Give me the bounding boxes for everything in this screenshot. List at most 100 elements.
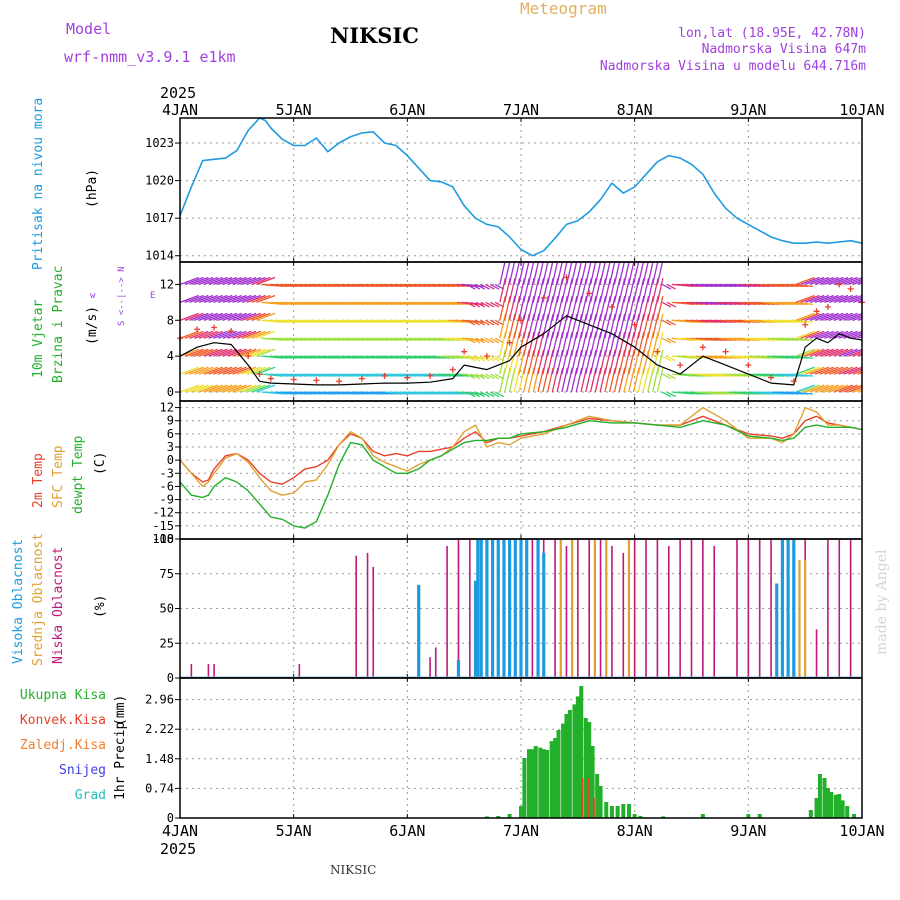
- gust-point: [836, 281, 843, 288]
- wind-barb: [642, 367, 650, 393]
- wind-barb: [824, 294, 844, 303]
- wind-barb: [499, 278, 506, 303]
- wind-barb: [585, 331, 592, 357]
- cloud-ylabel-low: Niska Oblacnost: [51, 547, 66, 664]
- wind-barb: [232, 276, 252, 286]
- x-label-top: 6JAN: [389, 101, 425, 119]
- wind-barb: [609, 367, 616, 393]
- y-tick-label: 0: [167, 671, 174, 685]
- wind-barb: [805, 384, 825, 393]
- wind-barb: [551, 262, 559, 285]
- wind-barb: [518, 262, 525, 285]
- wind-barb: [213, 384, 233, 393]
- x-label-bottom: 9JAN: [730, 822, 766, 840]
- wind-barb: [246, 384, 266, 393]
- wind-barb: [470, 283, 481, 290]
- wind-barb: [251, 384, 271, 393]
- wind-barb: [594, 313, 602, 339]
- wind-barb: [475, 283, 485, 290]
- wind-barb: [585, 367, 592, 393]
- wind-barb: [561, 367, 569, 393]
- precip-bar: [829, 792, 834, 818]
- wind-barb: [570, 278, 578, 303]
- wind-barb: [575, 313, 583, 339]
- wind-barb: [637, 278, 645, 303]
- precip-bar: [556, 730, 561, 818]
- precip-bar: [484, 816, 489, 818]
- precip-bar: [840, 800, 845, 818]
- wind-barb: [546, 367, 554, 393]
- y-tick-label: 3: [167, 440, 174, 454]
- wind-barb: [848, 278, 862, 286]
- wind-barb: [589, 367, 597, 393]
- wind-barb: [642, 262, 649, 285]
- wind-barb: [184, 276, 204, 286]
- wind-barb: [580, 296, 588, 321]
- wind-barb: [485, 373, 495, 380]
- wind-barb: [189, 348, 209, 357]
- wind-barb: [232, 348, 252, 357]
- wind-barb: [542, 331, 549, 357]
- wind-barb: [256, 330, 276, 339]
- wind-barb: [599, 349, 607, 375]
- wind-barb: [470, 373, 481, 380]
- wind-barb: [203, 384, 223, 393]
- wind-barb: [499, 367, 506, 393]
- wind-barb: [857, 318, 862, 321]
- gust-point: [313, 377, 320, 384]
- wind-barb: [532, 331, 540, 357]
- wind-barb: [523, 262, 530, 285]
- precip-bar: [583, 718, 588, 818]
- wind-barb: [609, 349, 616, 375]
- wind-barb: [791, 301, 813, 305]
- precip-bar: [746, 814, 751, 818]
- wind-barb: [232, 366, 252, 375]
- precip-bar: [626, 804, 631, 818]
- y-tick-label: -12: [152, 506, 174, 520]
- cloud-bar: [679, 539, 681, 678]
- wind-barb: [805, 366, 825, 375]
- wind-barb: [575, 278, 583, 303]
- gust-point: [194, 326, 201, 333]
- y-tick-label: 0: [167, 453, 174, 467]
- precip-legend-total: Ukupna Kisa: [20, 688, 106, 703]
- x-label-bottom: 8JAN: [617, 822, 653, 840]
- wind-barb: [637, 262, 645, 285]
- wind-barb: [814, 312, 834, 321]
- wind-barb: [651, 278, 659, 303]
- wind-barb: [227, 330, 247, 339]
- wind-barb: [642, 296, 650, 321]
- gust-point: [563, 274, 570, 281]
- wind-barb: [628, 262, 635, 285]
- y-tick-label: -6: [160, 479, 174, 493]
- wind-barb: [594, 262, 602, 285]
- wind-speed-line: [179, 315, 863, 386]
- wind-barb: [838, 294, 858, 303]
- wind-barb: [203, 366, 223, 375]
- wind-barb: [556, 367, 564, 393]
- wind-ylabel-1: 10m Vjetar: [31, 300, 46, 378]
- wind-barb: [580, 349, 588, 375]
- wind-barb: [809, 384, 830, 393]
- wind-barb: [208, 384, 228, 393]
- wind-barb: [594, 331, 602, 357]
- wind-barb: [217, 366, 238, 375]
- wind-barb: [490, 391, 500, 398]
- cloud-bar: [775, 583, 779, 678]
- wind-barb: [527, 296, 535, 321]
- wind-barb: [609, 278, 616, 303]
- wind-barb: [566, 367, 573, 393]
- wind-barb: [470, 355, 481, 362]
- y-tick-label: -9: [160, 493, 174, 507]
- wind-barb: [805, 348, 825, 357]
- cloud-bar: [473, 580, 478, 678]
- wind-barb: [604, 349, 611, 375]
- wind-barb: [618, 349, 626, 375]
- y-tick-label: -18: [152, 532, 174, 546]
- x-label-bottom: 6JAN: [389, 822, 425, 840]
- wind-barb: [656, 349, 664, 375]
- cloud-bar: [588, 539, 590, 678]
- wind-barb: [848, 386, 862, 393]
- wind-barb: [829, 348, 849, 357]
- wind-barb: [852, 334, 862, 339]
